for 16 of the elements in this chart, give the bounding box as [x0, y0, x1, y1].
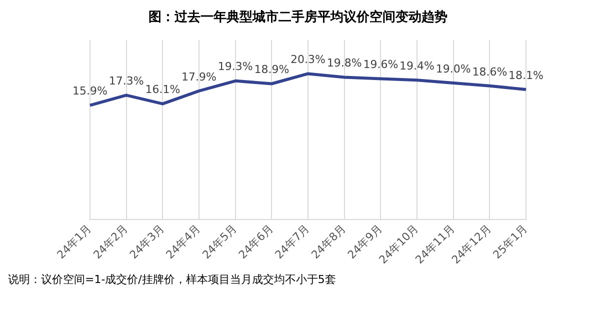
- data-label: 20.3%: [290, 53, 326, 66]
- x-tick-label: 25年1月: [490, 222, 530, 262]
- data-label: 19.4%: [400, 60, 434, 73]
- data-label: 19.0%: [436, 62, 471, 76]
- data-label: 19.3%: [218, 60, 253, 74]
- data-label: 18.9%: [254, 63, 290, 76]
- data-label: 18.1%: [508, 68, 544, 82]
- text: 说明：议价空间=1-成交价/挂牌价，样本项目当月成交均不小于5套: [8, 272, 337, 287]
- chart-title: 图：过去一年典型城市二手房平均议价空间变动趋势: [148, 8, 448, 27]
- data-label: 19.8%: [326, 56, 362, 70]
- data-label: 16.1%: [145, 83, 180, 96]
- data-label: 17.3%: [108, 74, 144, 88]
- data-label: 19.6%: [363, 58, 398, 72]
- data-label: 18.6%: [472, 65, 508, 78]
- data-label: 17.9%: [182, 70, 216, 84]
- data-label: 15.9%: [72, 84, 108, 98]
